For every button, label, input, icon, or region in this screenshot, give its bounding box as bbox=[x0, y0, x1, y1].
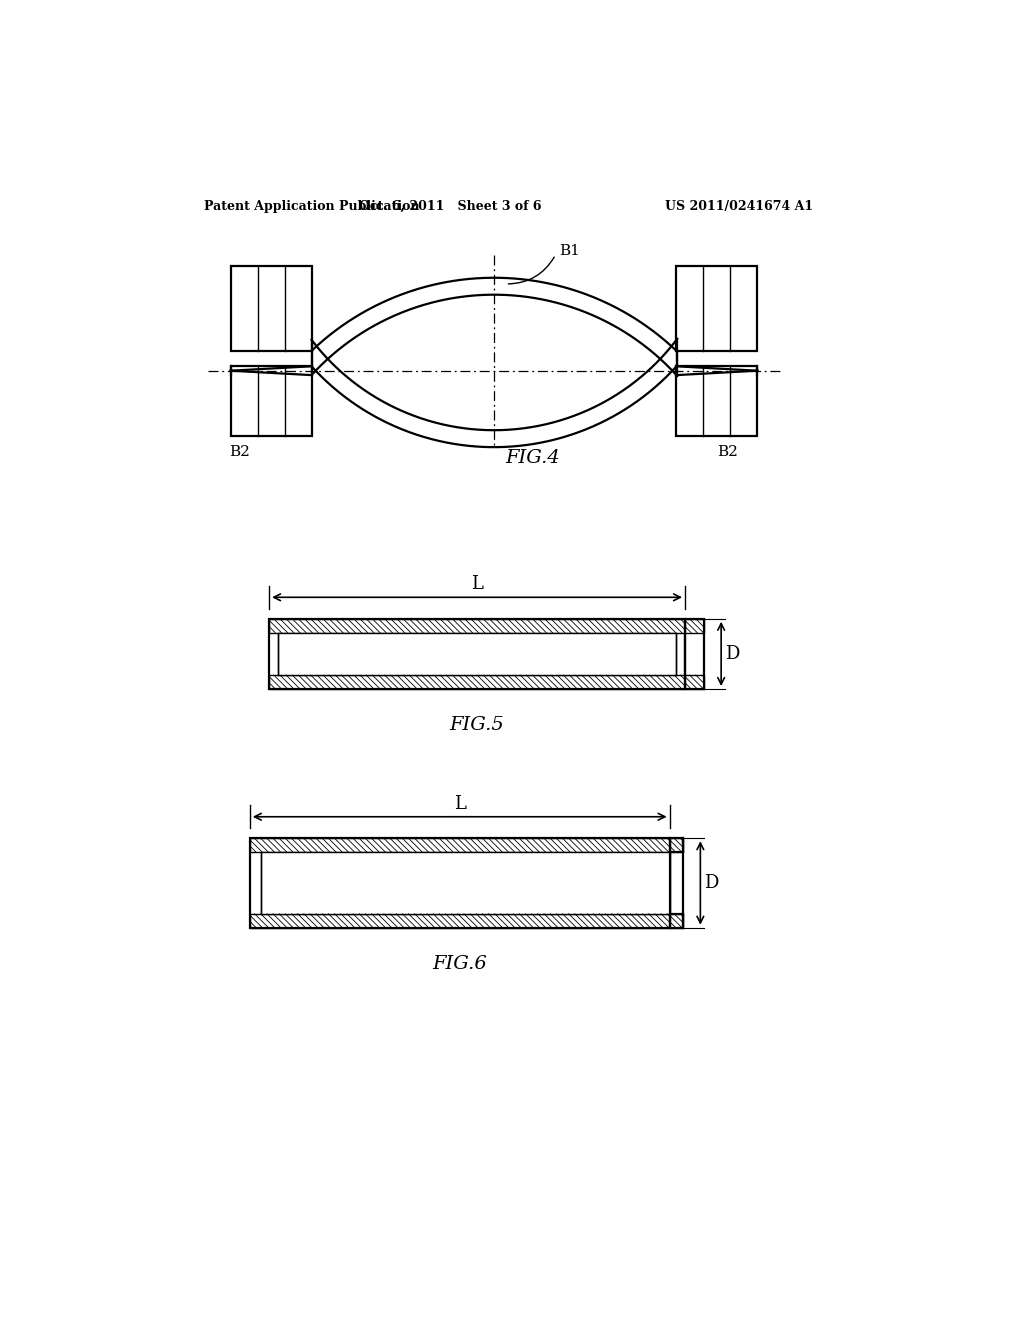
Bar bbox=[677, 267, 758, 351]
Bar bbox=[670, 838, 683, 928]
Text: D: D bbox=[705, 874, 719, 892]
Bar bbox=[685, 619, 705, 689]
Bar bbox=[677, 367, 758, 436]
Bar bbox=[685, 619, 705, 632]
Text: FIG.6: FIG.6 bbox=[432, 954, 487, 973]
Text: B1: B1 bbox=[559, 244, 581, 257]
Bar bbox=[250, 838, 670, 928]
Bar bbox=[230, 367, 311, 436]
Text: FIG.4: FIG.4 bbox=[505, 449, 560, 467]
Bar bbox=[269, 675, 685, 689]
Text: FIG.5: FIG.5 bbox=[450, 715, 505, 734]
Text: L: L bbox=[454, 795, 466, 813]
Text: B2: B2 bbox=[229, 445, 250, 459]
Text: US 2011/0241674 A1: US 2011/0241674 A1 bbox=[665, 199, 813, 213]
Text: Oct. 6, 2011   Sheet 3 of 6: Oct. 6, 2011 Sheet 3 of 6 bbox=[358, 199, 542, 213]
Bar bbox=[269, 619, 685, 632]
Text: Patent Application Publication: Patent Application Publication bbox=[204, 199, 419, 213]
Bar bbox=[670, 838, 683, 853]
Bar bbox=[250, 913, 670, 928]
Text: B2: B2 bbox=[717, 445, 737, 459]
Bar bbox=[250, 838, 670, 853]
Bar bbox=[670, 913, 683, 928]
Bar bbox=[269, 619, 685, 689]
Bar bbox=[230, 267, 311, 351]
Text: D: D bbox=[725, 645, 739, 663]
Text: L: L bbox=[471, 576, 483, 594]
Bar bbox=[261, 853, 670, 913]
Bar bbox=[279, 632, 676, 675]
Bar bbox=[685, 675, 705, 689]
